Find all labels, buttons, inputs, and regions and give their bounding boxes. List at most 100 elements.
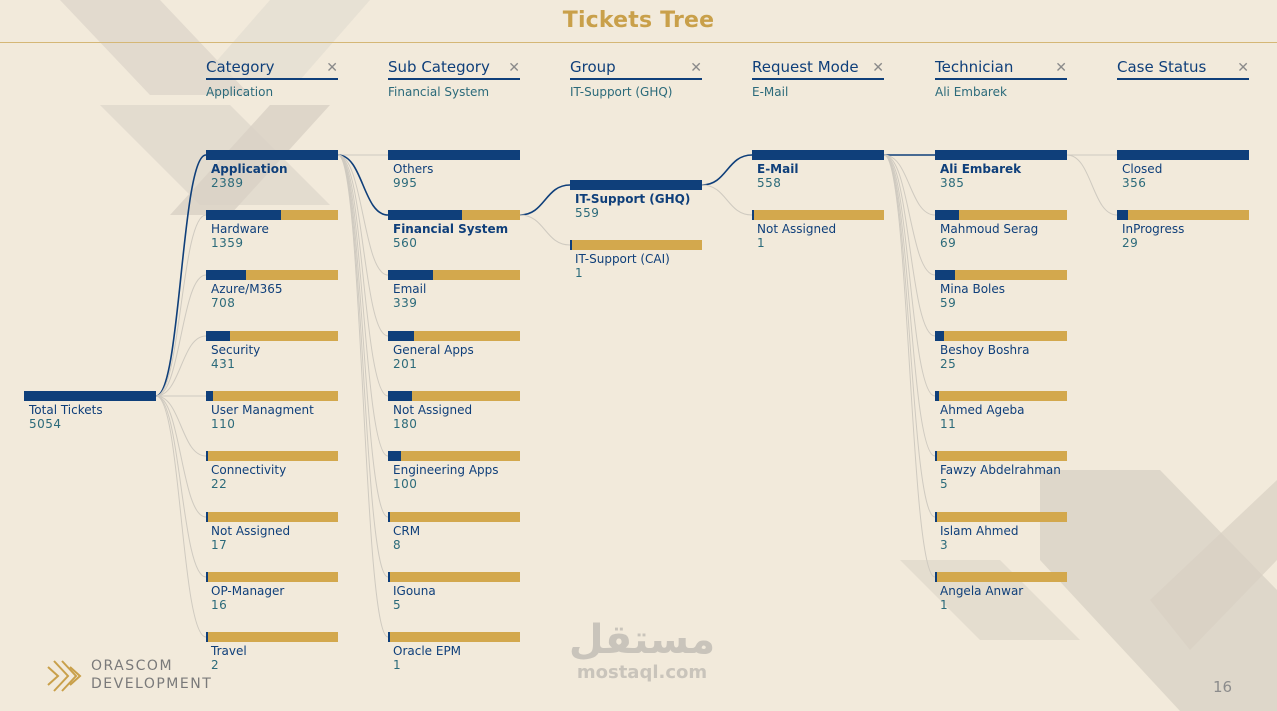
node-bar-fill — [935, 331, 944, 341]
node-bar-fill — [206, 632, 208, 642]
node-value: 5 — [393, 598, 402, 612]
node-bar-fill — [935, 270, 955, 280]
node-value: 1359 — [211, 236, 244, 250]
tree-node-e-mail[interactable]: E-Mail 558 — [752, 150, 884, 190]
close-icon[interactable]: ✕ — [1237, 60, 1249, 76]
node-label: Application — [211, 162, 288, 176]
tree-node-not-assigned[interactable]: Not Assigned 17 — [206, 512, 338, 552]
node-label: Others — [393, 162, 434, 176]
tree-link — [337, 154, 389, 578]
column-header-request-mode: Request Mode ✕ E-Mail — [752, 58, 884, 99]
tree-node-application[interactable]: Application 2389 — [206, 150, 338, 190]
node-value: 110 — [211, 417, 236, 431]
close-icon[interactable]: ✕ — [690, 60, 702, 76]
node-value: 22 — [211, 477, 228, 491]
column-selected-value: E-Mail — [752, 85, 789, 99]
node-label: Ahmed Ageba — [940, 403, 1025, 417]
node-value: 3 — [940, 538, 949, 552]
column-header-name: Sub Category — [388, 58, 490, 76]
node-value: 11 — [940, 417, 957, 431]
tree-node-op-manager[interactable]: OP-Manager 16 — [206, 572, 338, 612]
node-bar-fill — [388, 331, 415, 341]
close-icon[interactable]: ✕ — [872, 60, 884, 76]
tree-node-it-support-ghq[interactable]: IT-Support (GHQ) 559 — [570, 180, 702, 220]
node-label: Beshoy Boshra — [940, 343, 1030, 357]
node-bar-fill — [570, 180, 702, 190]
tree-node-oracle-epm[interactable]: Oracle EPM 1 — [388, 632, 520, 672]
node-bar — [935, 572, 1067, 582]
node-value: 100 — [393, 477, 418, 491]
tree-node-connectivity[interactable]: Connectivity 22 — [206, 451, 338, 491]
node-value: 69 — [940, 236, 957, 250]
node-value: 2389 — [211, 176, 244, 190]
node-value: 29 — [1122, 236, 1139, 250]
node-label: IT-Support (GHQ) — [575, 192, 691, 206]
column-header-name: Case Status — [1117, 58, 1207, 76]
node-bar-fill — [388, 512, 390, 522]
tree-node-user-managment[interactable]: User Managment 110 — [206, 391, 338, 431]
node-value: 385 — [940, 176, 965, 190]
column-header-category: Category ✕ Application — [206, 58, 338, 99]
node-bar-fill — [752, 210, 754, 220]
node-bar-fill — [935, 391, 939, 401]
tree-node-engineering-apps[interactable]: Engineering Apps 100 — [388, 451, 520, 491]
tree-node-not-assigned[interactable]: Not Assigned 180 — [388, 391, 520, 431]
tree-link — [337, 154, 389, 518]
tree-link — [155, 395, 207, 518]
tree-node-angela-anwar[interactable]: Angela Anwar 1 — [935, 572, 1067, 612]
node-label: Fawzy Abdelrahman — [940, 463, 1061, 477]
tree-node-islam-ahmed[interactable]: Islam Ahmed 3 — [935, 512, 1067, 552]
tree-node-azure-m365[interactable]: Azure/M365 708 — [206, 270, 338, 310]
tree-node-closed[interactable]: Closed 356 — [1117, 150, 1249, 190]
node-value: 559 — [575, 206, 600, 220]
tree-node-mahmoud-serag[interactable]: Mahmoud Serag 69 — [935, 210, 1067, 250]
node-bar — [388, 451, 520, 461]
column-header-rule — [388, 78, 520, 80]
column-selected-value: Application — [206, 85, 274, 99]
tree-node-not-assigned[interactable]: Not Assigned 1 — [752, 210, 884, 250]
tree-node-ali-embarek[interactable]: Ali Embarek 385 — [935, 150, 1067, 190]
node-bar-fill — [206, 451, 208, 461]
tree-link — [883, 154, 936, 457]
node-value: 560 — [393, 236, 418, 250]
node-bar-fill — [206, 210, 282, 220]
tree-node-total-tickets[interactable]: Total Tickets 5054 — [24, 391, 156, 431]
tree-node-inprogress[interactable]: InProgress 29 — [1117, 210, 1249, 250]
tree-link — [519, 214, 571, 246]
tree-node-financial-system[interactable]: Financial System 560 — [388, 210, 520, 250]
column-selected-value: IT-Support (GHQ) — [570, 85, 673, 99]
close-icon[interactable]: ✕ — [326, 60, 338, 76]
tree-node-security[interactable]: Security 431 — [206, 331, 338, 371]
close-icon[interactable]: ✕ — [1055, 60, 1067, 76]
node-label: Azure/M365 — [211, 282, 283, 296]
column-selected-value: Ali Embarek — [935, 85, 1007, 99]
tree-node-travel[interactable]: Travel 2 — [206, 632, 338, 672]
tree-node-general-apps[interactable]: General Apps 201 — [388, 331, 520, 371]
node-value: 431 — [211, 357, 236, 371]
page-title: Tickets Tree — [562, 8, 715, 33]
tree-node-fawzy-abdelrahman[interactable]: Fawzy Abdelrahman 5 — [935, 451, 1067, 491]
tree-node-email[interactable]: Email 339 — [388, 270, 520, 310]
column-header-rule — [570, 78, 702, 80]
tree-node-hardware[interactable]: Hardware 1359 — [206, 210, 338, 250]
tree-node-mina-boles[interactable]: Mina Boles 59 — [935, 270, 1067, 310]
page-number: 16 — [1213, 678, 1233, 696]
tree-node-beshoy-boshra[interactable]: Beshoy Boshra 25 — [935, 331, 1067, 371]
tree-node-ahmed-ageba[interactable]: Ahmed Ageba 11 — [935, 391, 1067, 431]
node-label: IT-Support (CAI) — [575, 252, 670, 266]
node-bar-fill — [206, 270, 246, 280]
node-bar — [206, 512, 338, 522]
node-value: 1 — [940, 598, 949, 612]
node-label: Financial System — [393, 222, 509, 236]
tree-node-crm[interactable]: CRM 8 — [388, 512, 520, 552]
tree-node-igouna[interactable]: IGouna 5 — [388, 572, 520, 612]
column-header-rule — [1117, 78, 1249, 80]
tree-link — [337, 154, 389, 337]
tree-node-others[interactable]: Others 995 — [388, 150, 520, 190]
tree-link-active — [519, 184, 571, 216]
node-value: 2 — [211, 658, 220, 672]
close-icon[interactable]: ✕ — [508, 60, 520, 76]
node-bar-fill — [935, 451, 937, 461]
tree-node-it-support-cai[interactable]: IT-Support (CAI) 1 — [570, 240, 702, 280]
